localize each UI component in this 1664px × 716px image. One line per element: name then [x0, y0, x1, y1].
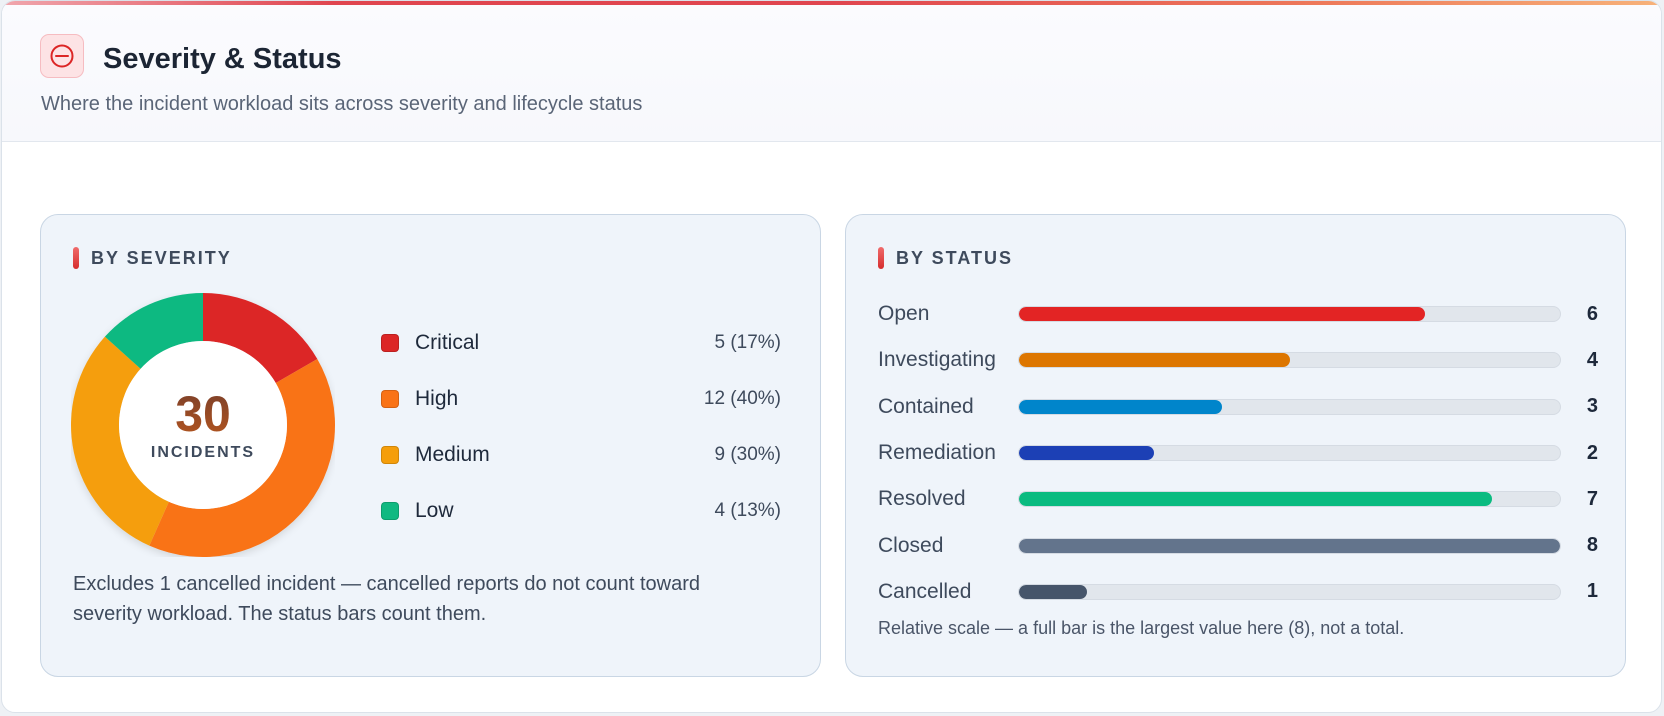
status-row-cancelled: Cancelled 1 — [878, 569, 1598, 615]
status-bar-fill — [1019, 353, 1290, 368]
donut-total-label: INCIDENTS — [150, 444, 256, 461]
status-bar-track — [1018, 583, 1561, 600]
circle-minus-icon — [40, 34, 84, 78]
status-count: 2 — [1586, 441, 1598, 464]
status-row-contained: Contained 3 — [878, 384, 1598, 430]
status-count: 8 — [1586, 534, 1598, 557]
status-bar-track — [1018, 445, 1561, 462]
status-label: Resolved — [878, 487, 966, 511]
status-count: 1 — [1586, 580, 1598, 603]
severity-panel: BY SEVERITY 30 INCIDENTS Critical 5 (17%)… — [40, 214, 821, 677]
heading-accent — [73, 247, 79, 269]
page-subtitle: Where the incident workload sits across … — [41, 93, 643, 115]
legend-label: High — [415, 387, 459, 410]
status-label: Cancelled — [878, 579, 972, 603]
status-row-investigating: Investigating 4 — [878, 337, 1598, 383]
legend-item-medium: Medium 9 (30%) — [381, 427, 781, 483]
donut-slice-medium — [70, 336, 169, 546]
card-header: Severity & Status Where the incident wor… — [2, 5, 1661, 142]
heading-accent — [878, 247, 884, 269]
status-count: 4 — [1586, 348, 1598, 371]
legend-value: 9 (30%) — [714, 444, 781, 465]
status-bar-track — [1018, 352, 1561, 369]
donut-slice-low — [104, 293, 203, 369]
legend-item-high: High 12 (40%) — [381, 371, 781, 427]
legend-swatch — [381, 446, 399, 464]
status-label: Remediation — [878, 441, 996, 465]
status-bar-fill — [1019, 584, 1087, 599]
status-note: Relative scale — a full bar is the large… — [878, 618, 1405, 638]
donut-slice-high — [149, 359, 335, 557]
legend-label: Critical — [415, 331, 480, 354]
severity-note: Excludes 1 cancelled incident — cancelle… — [73, 573, 701, 625]
legend-value: 4 (13%) — [714, 500, 781, 521]
status-count: 7 — [1586, 487, 1598, 510]
status-bar-track — [1018, 537, 1561, 554]
status-row-closed: Closed 8 — [878, 522, 1598, 568]
legend-value: 12 (40%) — [703, 388, 781, 409]
severity-donut-chart: 30 INCIDENTS — [70, 293, 335, 557]
legend-label: Low — [415, 499, 454, 522]
status-bar-fill — [1019, 538, 1560, 553]
status-bar-fill — [1019, 307, 1425, 322]
legend-swatch — [381, 334, 399, 352]
legend-value: 5 (17%) — [714, 332, 781, 353]
status-label: Investigating — [878, 348, 996, 372]
status-bar-track — [1018, 398, 1561, 415]
status-count: 3 — [1586, 395, 1598, 418]
donut-svg — [70, 293, 335, 557]
status-bar-fill — [1019, 492, 1493, 507]
status-row-resolved: Resolved 7 — [878, 476, 1598, 522]
donut-slice-critical — [203, 293, 318, 383]
status-row-remediation: Remediation 2 — [878, 430, 1598, 476]
status-heading: BY STATUS — [878, 247, 1013, 269]
severity-legend: Critical 5 (17%) High 12 (40%) Medium 9 (30%)… — [381, 315, 781, 539]
donut-total: 30 — [175, 386, 231, 442]
status-row-open: Open 6 — [878, 291, 1598, 337]
status-heading-text: BY STATUS — [896, 247, 1014, 268]
legend-swatch — [381, 390, 399, 408]
donut-center: 30 INCIDENTS — [71, 293, 335, 557]
status-label: Contained — [878, 394, 974, 418]
status-bar-fill — [1019, 446, 1155, 461]
page-title: Severity & Status — [103, 43, 342, 75]
status-count: 6 — [1586, 302, 1598, 325]
status-panel: BY STATUS Open 6 Investigating 4 Contained 3 R… — [845, 214, 1626, 677]
severity-heading: BY SEVERITY — [73, 247, 232, 269]
status-bar-track — [1018, 491, 1561, 508]
status-bar-track — [1018, 306, 1561, 323]
status-label: Closed — [878, 533, 944, 557]
status-bar-fill — [1019, 399, 1222, 414]
status-label: Open — [878, 302, 930, 326]
legend-item-low: Low 4 (13%) — [381, 483, 781, 539]
status-bar-list: Open 6 Investigating 4 Contained 3 Remediation… — [878, 291, 1598, 615]
accent-bar — [2, 1, 1661, 5]
severity-heading-text: BY SEVERITY — [91, 247, 232, 268]
donut-hole — [119, 341, 287, 509]
legend-swatch — [381, 502, 399, 520]
legend-label: Medium — [415, 443, 490, 466]
legend-item-critical: Critical 5 (17%) — [381, 315, 781, 371]
